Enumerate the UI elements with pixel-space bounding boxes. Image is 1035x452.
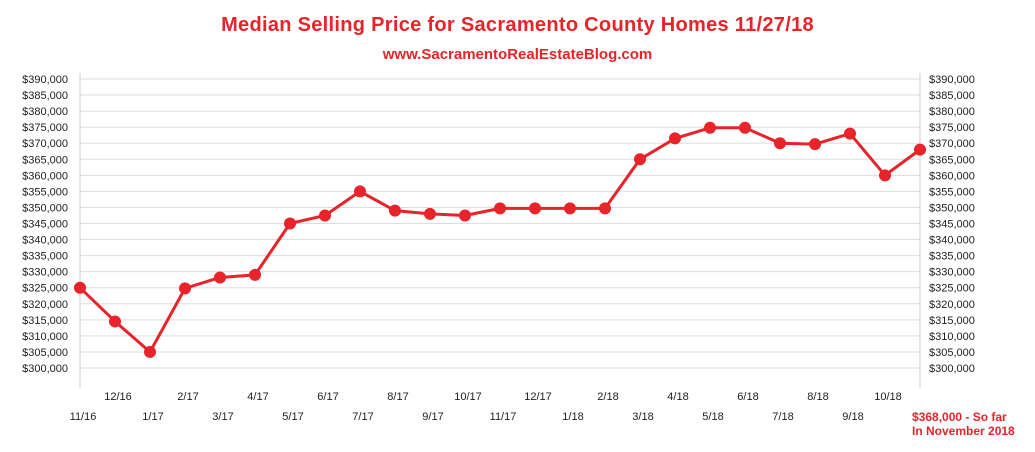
y-tick-label-right: $345,000	[929, 219, 975, 231]
data-point	[249, 268, 261, 281]
y-tick-label-left: $300,000	[22, 363, 68, 375]
x-tick-label: 1/18	[562, 411, 583, 423]
y-tick-label-right: $390,000	[929, 74, 975, 86]
note-line-2: In November 2018	[912, 424, 1015, 438]
y-tick-label-right: $320,000	[929, 299, 975, 311]
data-point	[704, 121, 716, 134]
y-tick-label-left: $355,000	[22, 186, 68, 198]
y-tick-label-right: $310,000	[929, 331, 975, 343]
y-tick-label-left: $325,000	[22, 283, 68, 295]
y-tick-label-left: $350,000	[22, 202, 68, 214]
x-tick-label: 7/17	[352, 411, 373, 423]
november-note: $368,000 - So far In November 2018	[912, 410, 1015, 438]
data-point	[914, 143, 926, 156]
y-tick-label-left: $320,000	[22, 299, 68, 311]
y-tick-label-left: $315,000	[22, 315, 68, 327]
y-tick-label-right: $360,000	[929, 170, 975, 182]
y-tick-label-left: $310,000	[22, 331, 68, 343]
y-tick-label-right: $375,000	[929, 122, 975, 134]
data-point	[879, 169, 891, 182]
y-tick-label-left: $360,000	[22, 170, 68, 182]
y-tick-label-right: $315,000	[929, 315, 975, 327]
x-tick-label: 7/18	[772, 411, 793, 423]
x-tick-label: 5/18	[702, 411, 723, 423]
x-tick-label: 5/17	[282, 411, 303, 423]
data-point	[179, 282, 191, 295]
y-tick-label-right: $350,000	[929, 202, 975, 214]
y-tick-label-right: $355,000	[929, 186, 975, 198]
x-tick-label: 3/18	[632, 411, 653, 423]
x-tick-label: 1/17	[142, 411, 163, 423]
x-tick-label: 3/17	[212, 411, 233, 423]
y-tick-label-right: $335,000	[929, 251, 975, 263]
y-tick-label-right: $380,000	[929, 106, 975, 118]
data-point	[144, 345, 156, 358]
y-axis-right: $300,000 $305,000 $310,000 $315,000 $320,000…	[929, 74, 975, 375]
data-point	[844, 127, 856, 140]
y-tick-label-right: $385,000	[929, 90, 975, 102]
data-point	[109, 315, 121, 328]
note-line-1: $368,000 - So far	[912, 410, 1007, 424]
x-tick-label: 10/18	[874, 391, 902, 403]
data-point	[319, 209, 331, 222]
x-tick-label: 12/17	[524, 391, 552, 403]
x-tick-label: 8/17	[387, 391, 408, 403]
y-tick-label-left: $365,000	[22, 154, 68, 166]
series	[74, 121, 926, 358]
gridlines	[79, 73, 921, 388]
x-axis: 11/16 12/16 1/17 2/17 3/17 4/17 5/17 6/17 7/17 8/…	[70, 391, 902, 423]
data-point	[809, 138, 821, 151]
y-tick-label-left: $370,000	[22, 138, 68, 150]
data-point	[634, 153, 646, 166]
y-tick-label-right: $330,000	[929, 267, 975, 279]
y-tick-label-left: $335,000	[22, 251, 68, 263]
data-point	[389, 204, 401, 217]
data-point	[214, 271, 226, 284]
x-tick-label: 11/16	[70, 411, 97, 423]
x-tick-label: 12/16	[104, 391, 132, 403]
x-tick-label: 6/18	[737, 391, 758, 403]
x-tick-label: 2/17	[177, 391, 198, 403]
x-tick-label: 4/17	[247, 391, 268, 403]
data-point	[354, 185, 366, 198]
data-point	[739, 121, 751, 134]
y-tick-label-right: $305,000	[929, 347, 975, 359]
y-tick-label-right: $300,000	[929, 363, 975, 375]
data-point	[284, 217, 296, 230]
y-tick-label-right: $325,000	[929, 283, 975, 295]
x-tick-label: 9/17	[422, 411, 443, 423]
y-tick-label-left: $305,000	[22, 347, 68, 359]
y-tick-label-left: $330,000	[22, 267, 68, 279]
y-tick-label-left: $385,000	[22, 90, 68, 102]
x-tick-label: 9/18	[842, 411, 863, 423]
y-tick-label-left: $375,000	[22, 122, 68, 134]
chart-title: Median Selling Price for Sacramento Coun…	[221, 14, 814, 36]
x-tick-label: 8/18	[807, 391, 828, 403]
y-tick-label-left: $340,000	[22, 235, 68, 247]
y-tick-label-right: $370,000	[929, 138, 975, 150]
data-point	[774, 137, 786, 150]
x-tick-label: 4/18	[667, 391, 688, 403]
data-point	[669, 132, 681, 145]
y-tick-label-right: $365,000	[929, 154, 975, 166]
data-point	[599, 202, 611, 215]
y-tick-label-left: $390,000	[22, 74, 68, 86]
y-axis-left: $300,000 $305,000 $310,000 $315,000 $320,000…	[22, 74, 68, 375]
y-tick-label-left: $380,000	[22, 106, 68, 118]
x-tick-label: 10/17	[454, 391, 482, 403]
x-tick-label: 11/17	[490, 411, 517, 423]
data-point	[529, 202, 541, 215]
chart-subtitle: www.SacramentoRealEstateBlog.com	[382, 46, 653, 63]
x-tick-label: 2/18	[597, 391, 618, 403]
x-tick-label: 6/17	[317, 391, 338, 403]
data-point	[564, 202, 576, 215]
y-tick-label-right: $340,000	[929, 235, 975, 247]
data-point	[74, 281, 86, 294]
data-point	[424, 207, 436, 220]
y-tick-label-left: $345,000	[22, 219, 68, 231]
data-point	[494, 202, 506, 215]
data-point	[459, 209, 471, 222]
